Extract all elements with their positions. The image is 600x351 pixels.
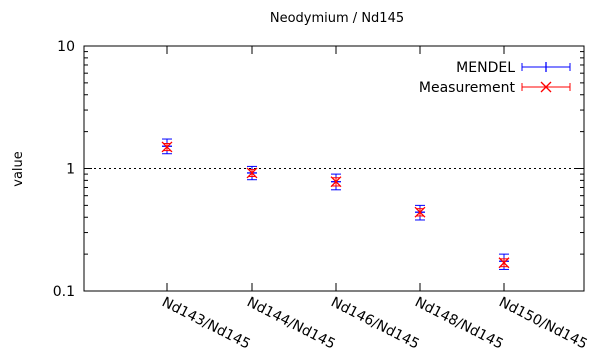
- x-tick-label: Nd148/Nd145: [412, 294, 506, 351]
- legend: MENDEL Measurement: [419, 60, 571, 96]
- legend-label: MENDEL: [456, 60, 515, 76]
- x-tick-label: Nd143/Nd145: [159, 294, 253, 351]
- y-axis-label: value: [11, 151, 26, 187]
- data-point-stroke: [161, 141, 173, 153]
- data-point: [414, 206, 426, 218]
- data-point-stroke: [498, 257, 510, 269]
- chart-title: Neodymium / Nd145: [270, 11, 404, 26]
- data-point-stroke: [246, 167, 258, 179]
- x-tick-label: Nd144/Nd145: [244, 294, 338, 351]
- legend-label: Measurement: [419, 80, 516, 96]
- data-point: [246, 167, 258, 179]
- y-tick-label: 1: [66, 162, 75, 178]
- y-tick-label: 0.1: [53, 284, 75, 300]
- x-tick-label: Nd150/Nd145: [496, 294, 590, 351]
- data-marks: [161, 138, 510, 270]
- data-point: [161, 141, 173, 153]
- data-point-stroke: [414, 206, 426, 218]
- data-point: [498, 257, 510, 269]
- y-tick-label: 10: [57, 39, 75, 55]
- x-ticks: Nd143/Nd145Nd144/Nd145Nd146/Nd145Nd148/N…: [159, 46, 590, 351]
- data-point: [330, 176, 342, 188]
- legend-marker: [540, 81, 552, 93]
- data-point-stroke: [330, 176, 342, 188]
- x-tick-label: Nd146/Nd145: [328, 294, 422, 351]
